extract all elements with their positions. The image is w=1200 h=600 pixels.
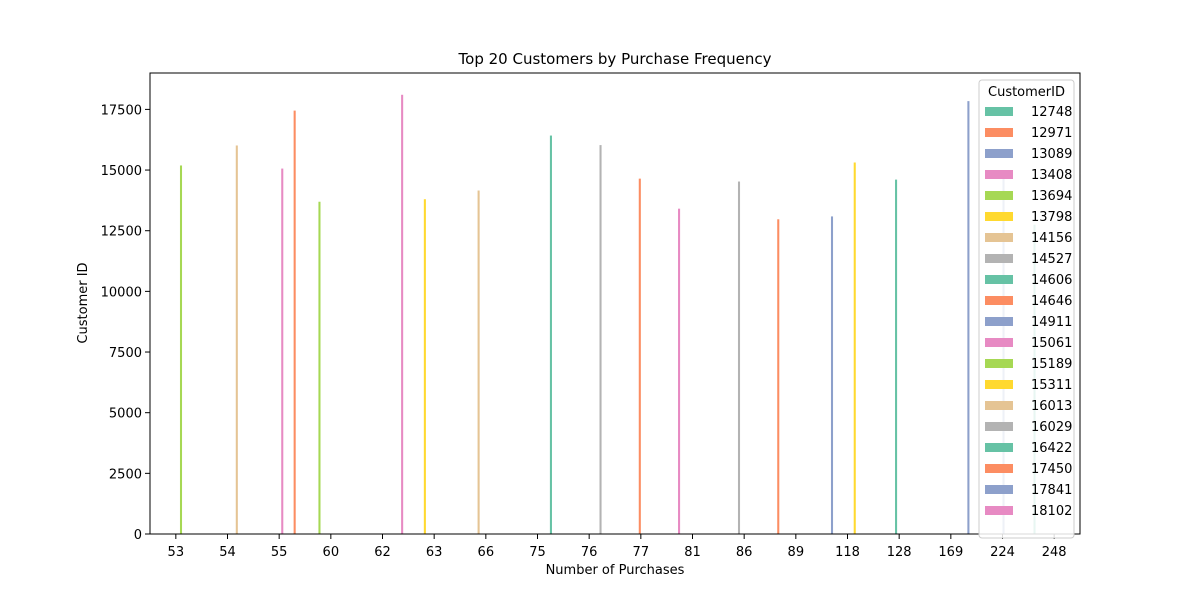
bar-15189 bbox=[179, 165, 183, 534]
x-tick-label: 248 bbox=[1042, 545, 1067, 560]
y-tick-label: 2500 bbox=[109, 467, 142, 482]
x-tick-label: 60 bbox=[323, 545, 340, 560]
legend-label-14527: 14527 bbox=[1031, 252, 1072, 267]
x-tick-label: 55 bbox=[271, 545, 288, 560]
y-axis: 0 2500 5000 7500 10000 12500 15000 17500 bbox=[101, 103, 150, 543]
bar-16422 bbox=[549, 135, 552, 535]
bar-18102 bbox=[401, 94, 404, 534]
bars-group bbox=[179, 94, 1036, 535]
legend-swatch-14911 bbox=[985, 317, 1013, 326]
x-tick-label: 81 bbox=[684, 545, 701, 560]
x-tick-label: 128 bbox=[887, 545, 912, 560]
bar-15061 bbox=[281, 168, 284, 534]
x-tick-label: 224 bbox=[990, 545, 1015, 560]
legend: CustomerID 12748 12971 13089 13408 13694 13798… bbox=[978, 79, 1075, 539]
plot-frame bbox=[149, 72, 1081, 535]
legend-swatch-13798 bbox=[985, 212, 1013, 221]
x-tick-label: 76 bbox=[581, 545, 598, 560]
bar-14646 bbox=[638, 178, 641, 534]
legend-label-12748: 12748 bbox=[1031, 105, 1072, 120]
legend-swatch-15311 bbox=[985, 380, 1013, 389]
legend-swatch-17841 bbox=[985, 485, 1013, 494]
legend-swatch-12971 bbox=[985, 128, 1013, 137]
y-tick-label: 15000 bbox=[101, 164, 142, 179]
legend-label-16029: 16029 bbox=[1031, 420, 1072, 435]
y-axis-title: Customer ID bbox=[76, 262, 91, 343]
legend-label-14911: 14911 bbox=[1031, 315, 1072, 330]
legend-swatch-16422 bbox=[985, 443, 1013, 452]
x-tick-label: 86 bbox=[736, 545, 753, 560]
legend-swatch-16013 bbox=[985, 401, 1013, 410]
legend-label-15061: 15061 bbox=[1031, 336, 1072, 351]
y-tick-label: 10000 bbox=[101, 285, 142, 300]
y-tick-label: 17500 bbox=[101, 103, 142, 118]
x-tick-label: 63 bbox=[426, 545, 443, 560]
legend-label-14156: 14156 bbox=[1031, 231, 1072, 246]
x-axis-title: Number of Purchases bbox=[546, 563, 685, 578]
bar-17450 bbox=[293, 110, 296, 535]
bar-13798 bbox=[423, 199, 426, 534]
x-axis: 53 54 55 60 62 63 66 75 76 77 81 86 89 118 128 169 224 24… bbox=[168, 534, 1067, 560]
legend-title: CustomerID bbox=[988, 85, 1065, 100]
legend-label-17450: 17450 bbox=[1031, 462, 1072, 477]
legend-label-14606: 14606 bbox=[1031, 273, 1072, 288]
legend-label-16013: 16013 bbox=[1031, 399, 1072, 414]
legend-swatch-14646 bbox=[985, 296, 1013, 305]
x-tick-label: 89 bbox=[788, 545, 805, 560]
legend-label-13089: 13089 bbox=[1031, 147, 1072, 162]
legend-label-13694: 13694 bbox=[1031, 189, 1072, 204]
bar-13408 bbox=[678, 208, 681, 534]
bar-15311 bbox=[853, 162, 856, 534]
x-tick-label: 53 bbox=[168, 545, 185, 560]
x-tick-label: 66 bbox=[478, 545, 495, 560]
legend-swatch-17450 bbox=[985, 464, 1013, 473]
legend-label-13798: 13798 bbox=[1031, 210, 1072, 225]
bar-14156 bbox=[477, 190, 480, 534]
x-tick-label: 77 bbox=[633, 545, 650, 560]
bar-12971 bbox=[777, 219, 780, 534]
chart-title: Top 20 Customers by Purchase Frequency bbox=[458, 50, 772, 68]
bar-17841 bbox=[967, 101, 970, 535]
y-tick-label: 0 bbox=[134, 528, 142, 543]
legend-label-14646: 14646 bbox=[1031, 294, 1072, 309]
x-tick-label: 118 bbox=[835, 545, 860, 560]
legend-swatch-14606 bbox=[985, 275, 1013, 284]
legend-label-18102: 18102 bbox=[1031, 504, 1072, 519]
legend-swatch-16029 bbox=[985, 422, 1013, 431]
legend-label-13408: 13408 bbox=[1031, 168, 1072, 183]
x-tick-label: 75 bbox=[529, 545, 546, 560]
x-tick-label: 169 bbox=[938, 545, 963, 560]
y-tick-label: 7500 bbox=[109, 346, 142, 361]
y-tick-label: 12500 bbox=[101, 225, 142, 240]
legend-swatch-13694 bbox=[985, 191, 1013, 200]
legend-swatch-18102 bbox=[985, 506, 1013, 515]
bar-13694 bbox=[318, 201, 321, 535]
legend-swatch-13089 bbox=[985, 149, 1013, 158]
legend-swatch-13408 bbox=[985, 170, 1013, 179]
bar-16013 bbox=[235, 145, 238, 534]
legend-label-15311: 15311 bbox=[1031, 378, 1072, 393]
legend-swatch-15189 bbox=[985, 359, 1013, 368]
bar-14527 bbox=[737, 181, 741, 534]
legend-label-12971: 12971 bbox=[1031, 126, 1072, 141]
bar-14606 bbox=[895, 179, 898, 535]
legend-label-17841: 17841 bbox=[1031, 483, 1072, 498]
legend-label-16422: 16422 bbox=[1031, 441, 1072, 456]
x-tick-label: 54 bbox=[219, 545, 236, 560]
legend-swatch-14156 bbox=[985, 233, 1013, 242]
bar-13089 bbox=[830, 216, 834, 535]
bar-16029 bbox=[599, 145, 602, 534]
legend-label-15189: 15189 bbox=[1031, 357, 1072, 372]
x-tick-label: 62 bbox=[374, 545, 391, 560]
legend-swatch-14527 bbox=[985, 254, 1013, 263]
legend-swatch-15061 bbox=[985, 338, 1013, 347]
y-tick-label: 5000 bbox=[109, 407, 142, 422]
legend-swatch-12748 bbox=[985, 107, 1013, 116]
